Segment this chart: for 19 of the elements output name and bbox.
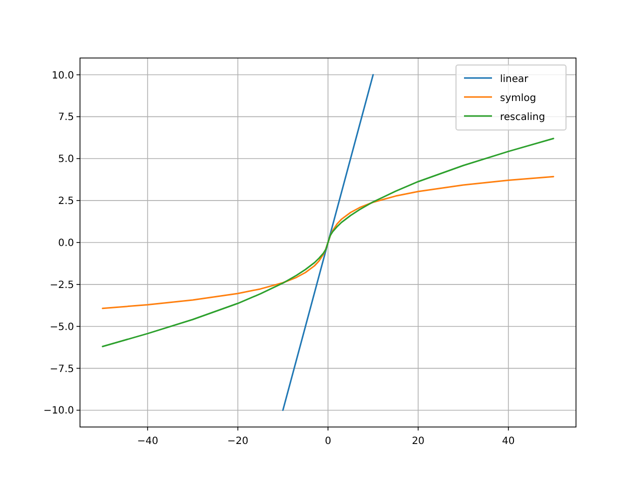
legend-label: linear bbox=[500, 74, 530, 85]
y-tick-label: 2.5 bbox=[58, 196, 74, 208]
y-tick-label: 10.0 bbox=[52, 70, 74, 82]
x-tick-label: −40 bbox=[137, 436, 158, 447]
y-tick-label: −2.5 bbox=[50, 280, 74, 291]
x-tick-label: −20 bbox=[227, 436, 248, 447]
y-tick-label: −10.0 bbox=[43, 406, 74, 417]
line-series bbox=[102, 176, 554, 310]
x-tick-label: 20 bbox=[412, 436, 425, 447]
x-tick-label: 0 bbox=[324, 436, 332, 447]
y-tick-label: −5.0 bbox=[50, 322, 74, 333]
y-tick-label: 0.0 bbox=[58, 238, 74, 249]
y-tick-label: −7.5 bbox=[50, 364, 74, 375]
legend-label: symlog bbox=[500, 93, 536, 104]
x-tick-label: 40 bbox=[502, 436, 515, 447]
line-series bbox=[102, 138, 554, 348]
y-tick-label: 7.5 bbox=[58, 112, 74, 124]
legend-label: rescaling bbox=[500, 112, 546, 123]
y-tick-label: 5.0 bbox=[58, 154, 74, 166]
